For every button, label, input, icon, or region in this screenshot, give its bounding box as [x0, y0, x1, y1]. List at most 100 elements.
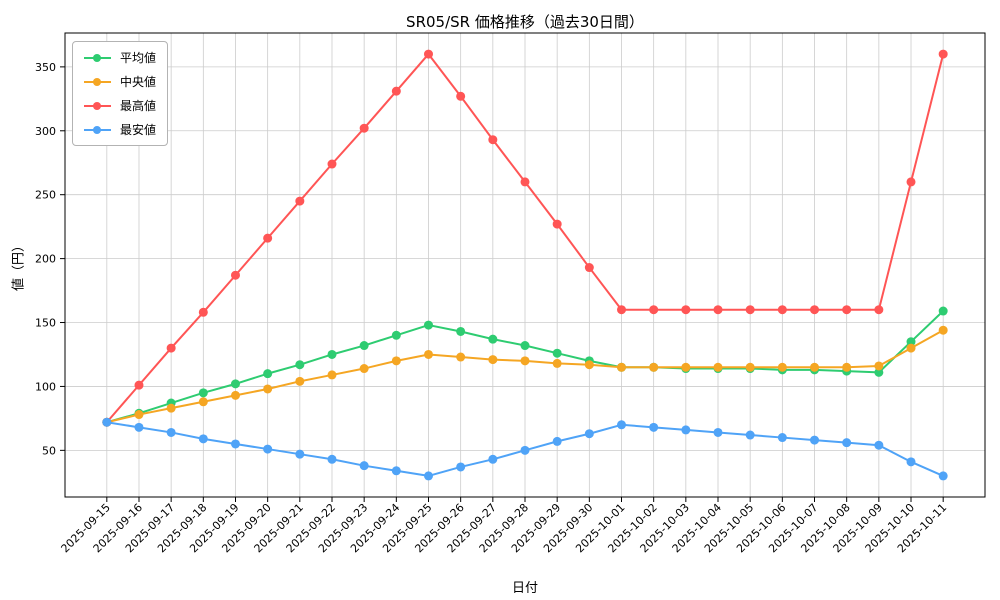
data-point — [874, 367, 884, 377]
data-point — [456, 91, 466, 101]
data-point — [359, 364, 369, 374]
legend-label: 中央値 — [120, 75, 157, 89]
legend-marker-icon — [84, 124, 111, 136]
data-point — [520, 356, 530, 366]
gridlines — [65, 33, 985, 497]
data-point — [938, 49, 948, 59]
legend-item-average: 平均値 — [84, 49, 156, 66]
data-point — [263, 369, 273, 379]
data-point — [810, 305, 820, 315]
data-point — [520, 445, 530, 455]
data-point — [488, 355, 498, 365]
data-point — [745, 430, 755, 440]
y-tick-label: 100 — [35, 380, 56, 393]
data-point — [198, 307, 208, 317]
data-point — [263, 233, 273, 243]
data-point — [327, 159, 337, 169]
series-min — [102, 417, 948, 481]
data-point — [295, 449, 305, 459]
data-point — [810, 362, 820, 372]
data-point — [391, 86, 401, 96]
data-point — [263, 384, 273, 394]
data-point — [713, 305, 723, 315]
y-tick-label: 350 — [35, 61, 56, 74]
data-point — [617, 305, 627, 315]
legend-marker-icon — [84, 100, 111, 112]
data-point — [745, 362, 755, 372]
y-tick-label: 150 — [35, 317, 56, 330]
data-point — [874, 440, 884, 450]
x-axis-label: 日付 — [511, 581, 538, 596]
data-point — [327, 370, 337, 380]
data-point — [713, 362, 723, 372]
x-tick-labels: 2025-09-152025-09-162025-09-172025-09-18… — [59, 497, 949, 555]
data-point — [552, 348, 562, 358]
data-point — [391, 356, 401, 366]
data-point — [263, 444, 273, 454]
data-point — [134, 380, 144, 390]
data-point — [520, 341, 530, 351]
chart-title: SR05/SR 価格推移（過去30日間） — [406, 13, 644, 31]
legend-label: 最安値 — [120, 123, 157, 137]
data-point — [423, 320, 433, 330]
data-point — [295, 376, 305, 386]
data-point — [938, 471, 948, 481]
data-point — [745, 305, 755, 315]
data-point — [874, 305, 884, 315]
data-point — [198, 434, 208, 444]
data-point — [552, 436, 562, 446]
data-point — [391, 330, 401, 340]
data-point — [810, 435, 820, 445]
data-point — [777, 305, 787, 315]
legend-item-median: 中央値 — [84, 73, 156, 90]
data-point — [874, 361, 884, 371]
data-point — [488, 454, 498, 464]
data-point — [649, 362, 659, 372]
data-point — [552, 219, 562, 229]
data-point — [295, 196, 305, 206]
legend-item-min: 最安値 — [84, 121, 156, 138]
data-point — [777, 433, 787, 443]
data-point — [230, 439, 240, 449]
data-point — [359, 123, 369, 133]
data-point — [938, 325, 948, 335]
data-point — [488, 334, 498, 344]
data-point — [359, 341, 369, 351]
legend: 平均値中央値最高値最安値 — [72, 41, 169, 146]
legend-label: 最高値 — [120, 99, 157, 113]
data-point — [166, 427, 176, 437]
data-point — [552, 358, 562, 368]
y-tick-label: 250 — [35, 189, 56, 202]
data-point — [134, 422, 144, 432]
data-point — [423, 49, 433, 59]
data-point — [102, 417, 112, 427]
y-tick-label: 200 — [35, 253, 56, 266]
series-max — [102, 49, 948, 427]
data-point — [713, 427, 723, 437]
data-point — [230, 379, 240, 389]
data-point — [423, 349, 433, 359]
data-point — [166, 343, 176, 353]
data-point — [295, 360, 305, 370]
legend-marker-icon — [84, 76, 111, 88]
data-point — [681, 305, 691, 315]
data-point — [327, 349, 337, 359]
data-point — [134, 410, 144, 420]
data-point — [906, 457, 916, 467]
legend-item-max: 最高値 — [84, 97, 156, 114]
data-point — [198, 388, 208, 398]
data-point — [456, 352, 466, 362]
data-point — [391, 466, 401, 476]
data-point — [327, 454, 337, 464]
y-axis-label: 値（円） — [11, 238, 27, 292]
data-point — [681, 425, 691, 435]
data-point — [842, 438, 852, 448]
data-point — [198, 397, 208, 407]
data-point — [842, 305, 852, 315]
data-point — [906, 343, 916, 353]
legend-marker-icon — [84, 52, 111, 64]
data-point — [681, 362, 691, 372]
data-point — [584, 263, 594, 273]
